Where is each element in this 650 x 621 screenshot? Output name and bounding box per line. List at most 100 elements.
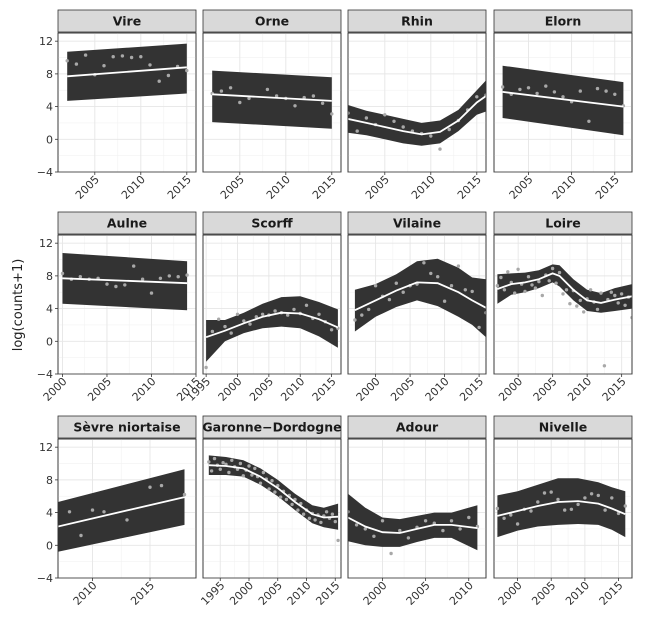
facet-strip-label: Elorn	[545, 14, 581, 29]
panel-background	[347, 32, 487, 173]
facet-panel-elorn: Elorn 2005 2010 2015	[493, 9, 633, 202]
x-tick-label: 2015	[128, 579, 157, 608]
data-point	[398, 528, 402, 533]
data-point	[253, 466, 257, 471]
fit-line	[58, 496, 185, 528]
data-point	[392, 119, 396, 124]
data-point	[449, 519, 454, 523]
data-point	[429, 134, 433, 138]
fit-line	[348, 95, 486, 136]
data-point	[630, 315, 632, 320]
data-point	[148, 63, 152, 67]
y-tick-label: −4	[37, 572, 53, 585]
data-point	[307, 516, 312, 520]
x-tick-label: 2000	[354, 375, 383, 404]
data-point	[499, 275, 503, 280]
data-point	[261, 470, 266, 475]
data-point	[557, 270, 562, 275]
y-tick-label: 12	[39, 237, 53, 250]
data-point	[354, 523, 359, 527]
confidence-band	[502, 65, 624, 136]
data-point	[563, 508, 567, 512]
data-point	[447, 127, 451, 132]
data-point	[475, 95, 479, 99]
data-point	[463, 288, 467, 292]
data-point	[423, 519, 428, 523]
data-point	[383, 113, 387, 117]
data-point	[526, 275, 531, 279]
y-tick-label: −4	[37, 368, 53, 381]
data-point	[276, 483, 280, 488]
data-point	[518, 87, 522, 92]
data-point	[515, 522, 520, 526]
panel-border	[347, 32, 487, 173]
panel-contents	[348, 493, 480, 556]
x-tick-label: 2010	[264, 173, 293, 202]
data-point	[274, 94, 279, 98]
data-point	[502, 288, 507, 292]
data-point	[484, 311, 486, 315]
x-tick-label: 2010	[550, 173, 579, 202]
data-point	[389, 551, 393, 556]
data-point	[456, 264, 461, 268]
data-point	[65, 59, 69, 63]
panel-border	[493, 32, 633, 173]
panel-contents	[348, 80, 486, 151]
data-point	[588, 288, 593, 292]
data-point	[595, 307, 600, 312]
facet-panel-s-vre-niortaise: Sèvre niortaise −4 0 4 8 12 2010 2015	[37, 415, 197, 608]
facet-strip	[347, 211, 487, 235]
data-point	[102, 63, 106, 68]
fit-line	[62, 277, 188, 285]
data-point	[401, 125, 405, 129]
facet-strip-label: Adour	[396, 420, 439, 435]
data-point	[623, 504, 627, 508]
data-point	[278, 495, 283, 499]
data-point	[273, 490, 277, 494]
x-tick-label: 2015	[455, 173, 484, 202]
y-tick-label: 0	[46, 133, 53, 146]
facet-strip	[347, 9, 487, 33]
data-point	[158, 276, 163, 280]
data-point	[265, 87, 270, 92]
confidence-band	[348, 80, 486, 146]
facet-panel-orne: Orne 2005 2010 2015	[202, 9, 342, 202]
data-point	[313, 518, 317, 522]
data-point	[561, 95, 565, 99]
y-tick-label: 12	[39, 35, 53, 48]
data-point	[250, 473, 254, 477]
data-point	[589, 492, 594, 496]
facet-panel-vire: Vire −4 0 4 8 12 2005 2010 2015	[37, 9, 197, 202]
data-point	[267, 487, 271, 491]
data-point	[235, 312, 240, 316]
x-tick-label: 2000	[496, 375, 525, 404]
confidence-band	[58, 469, 185, 552]
y-tick-label: 8	[46, 270, 53, 283]
facet-strip-label: Nivelle	[539, 420, 587, 435]
data-point	[247, 464, 251, 468]
data-point	[578, 298, 582, 303]
data-point	[401, 290, 405, 294]
data-point	[602, 364, 607, 368]
data-point	[583, 496, 587, 500]
data-point	[564, 288, 569, 292]
data-point	[348, 510, 350, 514]
data-point	[219, 89, 224, 93]
y-tick-label: 8	[46, 68, 53, 81]
fit-line	[502, 91, 624, 108]
data-point	[79, 533, 83, 538]
fit-line	[348, 516, 478, 534]
data-point	[132, 264, 136, 268]
panel-contents	[500, 65, 626, 136]
data-point	[148, 485, 152, 489]
data-point	[320, 101, 325, 106]
data-point	[185, 273, 189, 277]
facet-strip	[493, 211, 633, 235]
data-point	[523, 289, 527, 294]
panel-border	[493, 234, 633, 375]
data-point	[552, 90, 557, 94]
data-point	[599, 291, 603, 295]
